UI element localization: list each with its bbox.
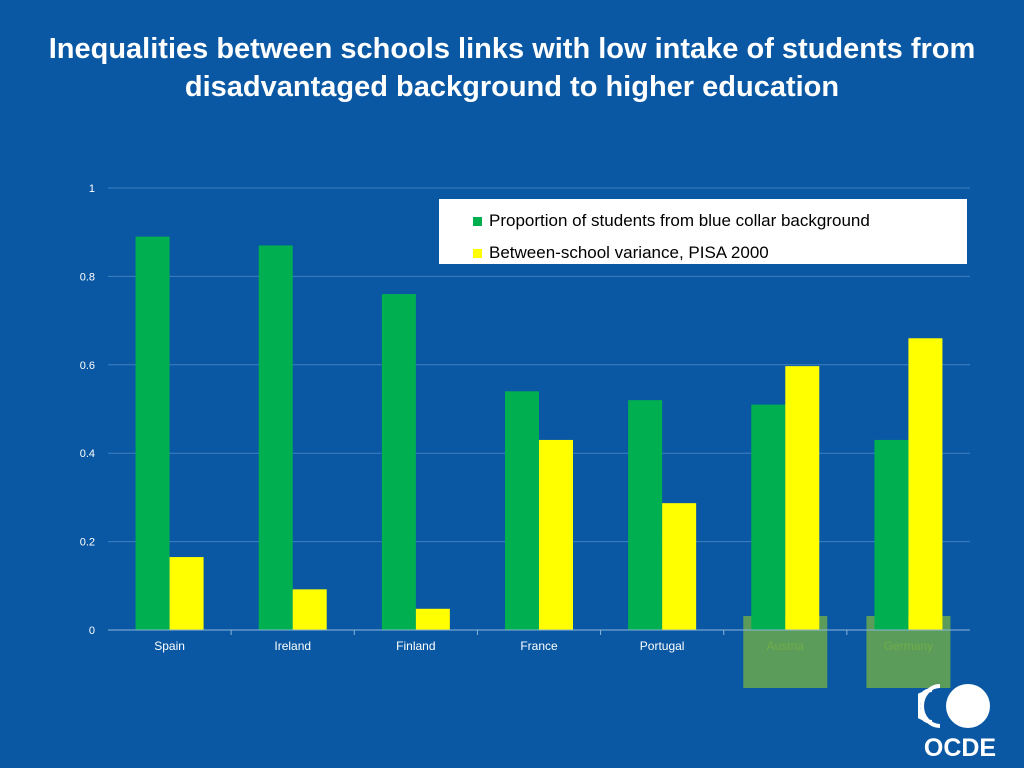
- bar-blue-collar: [874, 439, 909, 630]
- bar-blue-collar: [135, 236, 170, 630]
- bars: [135, 236, 943, 630]
- y-tick-label: 0.6: [80, 360, 95, 372]
- bar-between-school-variance: [785, 366, 820, 630]
- y-tick-label: 0.8: [80, 271, 95, 283]
- bar-between-school-variance: [169, 557, 204, 630]
- legend-item-between-school-variance: Between-school variance, PISA 2000: [473, 237, 967, 269]
- x-tick-label: Portugal: [640, 639, 685, 653]
- y-tick-label: 1: [89, 183, 95, 195]
- bar-blue-collar: [258, 245, 293, 630]
- x-tick-label: Ireland: [274, 639, 311, 653]
- bar-between-school-variance: [908, 338, 943, 630]
- legend-swatch-yellow: [473, 248, 482, 258]
- chart-legend: Proportion of students from blue collar …: [439, 199, 967, 264]
- axes: 0 0.2 0.4 0.6 0.8 1 Spain Ireland Finland France P…: [80, 183, 970, 653]
- bar-blue-collar: [751, 404, 786, 630]
- x-tick-label: Finland: [396, 639, 435, 653]
- bar-blue-collar: [505, 391, 539, 630]
- bar-between-school-variance: [292, 589, 327, 630]
- bar-between-school-variance: [415, 608, 450, 630]
- y-tick-label: 0: [89, 625, 95, 637]
- bar-blue-collar: [381, 294, 416, 630]
- chart-title: Inequalities between schools links with …: [48, 33, 976, 103]
- oecd-logo-icon: OCDE: [918, 684, 996, 760]
- x-tick-label: France: [520, 639, 558, 653]
- x-tick-label: Germany: [884, 639, 933, 653]
- legend-swatch-green: [473, 216, 482, 226]
- logo-text: OCDE: [924, 734, 996, 760]
- x-tick-label: Austria: [767, 639, 805, 653]
- x-tick-label: Spain: [154, 639, 185, 653]
- bar-between-school-variance: [539, 439, 573, 630]
- y-tick-label: 0.2: [80, 537, 95, 549]
- y-tick-label: 0.4: [80, 448, 95, 460]
- legend-label-between-school-variance: Between-school variance, PISA 2000: [489, 243, 769, 262]
- bar-between-school-variance: [662, 503, 697, 630]
- legend-item-blue-collar: Proportion of students from blue collar …: [473, 205, 967, 237]
- bar-blue-collar: [628, 400, 663, 630]
- legend-label-blue-collar: Proportion of students from blue collar …: [489, 211, 870, 230]
